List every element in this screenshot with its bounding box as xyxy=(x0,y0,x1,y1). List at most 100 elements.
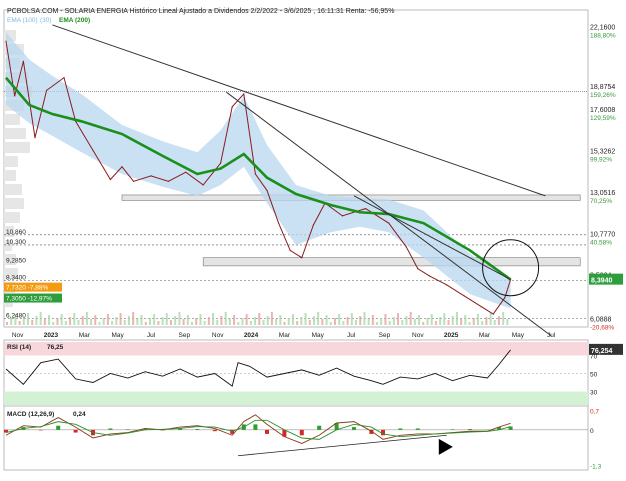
volume-bar xyxy=(103,318,105,325)
volume-bar xyxy=(166,313,168,325)
volume-bar xyxy=(19,321,21,325)
macd-histogram-bar xyxy=(56,426,60,430)
volume-bar xyxy=(212,313,214,325)
legend-ema200: EMA (200) xyxy=(59,17,90,24)
level-label: 10,300 xyxy=(6,239,26,246)
volume-bar xyxy=(418,315,420,325)
price-point xyxy=(504,297,505,298)
volume-bar xyxy=(267,316,269,325)
volume-profile-bar xyxy=(4,114,20,125)
volume-bar xyxy=(149,318,151,325)
volume-bar xyxy=(481,321,483,325)
volume-bar xyxy=(384,314,386,325)
volume-bar xyxy=(490,313,492,325)
volume-bar xyxy=(284,322,286,325)
macd-histogram-bar xyxy=(317,426,321,430)
y-tick-percent: 99,92% xyxy=(590,157,612,164)
volume-bar xyxy=(132,312,134,325)
price-point xyxy=(388,223,389,224)
volume-bar xyxy=(157,321,159,325)
volume-bar xyxy=(321,319,323,325)
y-tick-price: 15,3262 xyxy=(590,149,615,156)
volume-bar xyxy=(263,320,265,325)
rsi-oversold-zone xyxy=(4,392,588,406)
y-tick-percent: 70,25% xyxy=(590,198,612,205)
macd-histogram-bar xyxy=(39,430,43,431)
y-tick-price: 6,0888 xyxy=(590,317,612,324)
volume-bar xyxy=(456,312,458,325)
volume-bar xyxy=(86,312,88,325)
x-tick-label: Sep xyxy=(379,332,391,339)
volume-bar xyxy=(431,314,433,325)
x-tick-label: 2024 xyxy=(244,332,259,339)
price-point xyxy=(290,250,291,251)
volume-bar xyxy=(338,314,340,325)
volume-bar xyxy=(393,317,395,325)
chart-title: PCBOLSA.COM - SOLARIA ENERGIA Histórico … xyxy=(7,8,394,15)
y-tick-price: 22,1600 xyxy=(590,24,615,31)
volume-bar xyxy=(115,317,117,325)
volume-bar xyxy=(27,313,29,325)
y-tick-price: 17,6008 xyxy=(590,107,615,114)
volume-bar xyxy=(506,319,508,325)
price-point xyxy=(446,284,447,285)
volume-bar xyxy=(380,318,382,325)
y-tick-percent: 40,58% xyxy=(590,239,612,246)
x-tick-label: Nov xyxy=(212,332,224,339)
macd-histogram-bar xyxy=(213,430,217,431)
volume-bar xyxy=(288,318,290,325)
volume-bar xyxy=(183,319,185,325)
volume-bar xyxy=(452,316,454,325)
x-tick-label: Mar xyxy=(279,332,291,339)
volume-bar xyxy=(414,319,416,325)
volume-bar xyxy=(435,321,437,325)
macd-histogram-bar xyxy=(300,430,304,435)
volume-bar xyxy=(225,312,227,325)
macd-histogram-bar xyxy=(195,429,199,430)
volume-bar xyxy=(279,315,281,325)
x-tick-label: Jul xyxy=(147,332,156,339)
volume-bar xyxy=(40,312,42,325)
price-point xyxy=(203,184,204,185)
level-label: 8,3400 xyxy=(6,275,26,282)
y-tick-percent: 159,26% xyxy=(590,92,616,99)
level-label: 7,3050 -12,97% xyxy=(6,296,52,303)
price-point xyxy=(464,295,465,296)
x-tick-label: Mar xyxy=(479,332,491,339)
x-tick-label: Nov xyxy=(12,332,24,339)
volume-bar xyxy=(82,316,84,325)
rsi-label: RSI (14) xyxy=(7,344,31,351)
volume-bar xyxy=(422,322,424,325)
volume-bar xyxy=(48,315,50,325)
macd-histogram-bar xyxy=(74,430,78,433)
price-point xyxy=(150,175,151,176)
y-tick-price: 10,7770 xyxy=(590,231,615,238)
volume-bar xyxy=(199,314,201,325)
volume-bar xyxy=(69,317,71,325)
volume-bar xyxy=(6,322,8,325)
volume-bar xyxy=(250,321,252,325)
volume-profile-bar xyxy=(4,184,22,195)
volume-bar xyxy=(469,322,471,325)
resistance-zone xyxy=(203,258,580,266)
price-point xyxy=(133,181,134,182)
price-point xyxy=(365,208,366,209)
macd-label: MACD (12,26,9) xyxy=(7,411,54,418)
price-point xyxy=(417,268,418,269)
rsi-tick-label: 30 xyxy=(590,390,598,397)
macd-histogram-bar xyxy=(352,427,356,430)
volume-bar xyxy=(204,321,206,325)
price-point xyxy=(5,41,6,42)
volume-bar xyxy=(330,322,332,325)
macd-histogram-bar xyxy=(253,424,257,429)
price-point xyxy=(14,95,15,96)
volume-bar xyxy=(296,321,298,325)
volume-bar xyxy=(389,321,391,325)
volume-bar xyxy=(162,317,164,325)
volume-bar xyxy=(229,319,231,325)
volume-bar xyxy=(347,317,349,325)
price-point xyxy=(220,163,221,164)
volume-bar xyxy=(397,313,399,325)
